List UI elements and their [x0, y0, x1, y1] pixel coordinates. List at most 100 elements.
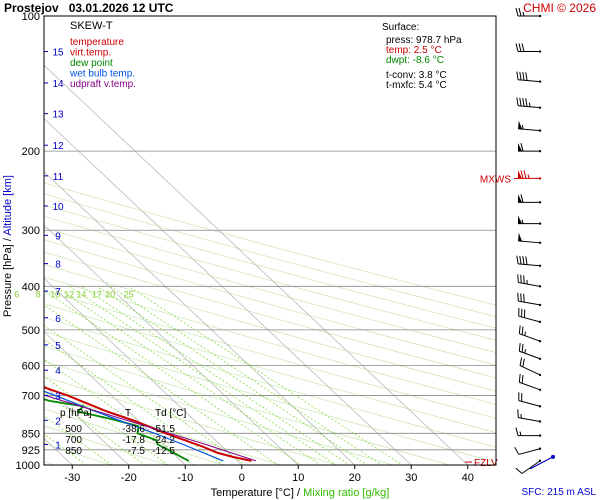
wind-barb-dot	[538, 320, 542, 324]
wind-barb-pennant	[518, 170, 522, 179]
isotherm-line	[44, 277, 243, 465]
wind-barb	[518, 307, 542, 324]
mixing-ratio-line	[44, 339, 225, 465]
mixing-ratio-label: 14	[76, 289, 86, 299]
wind-barb-shaft	[518, 300, 541, 306]
wind-barb-flag	[517, 274, 519, 283]
dry-adiabat-line	[44, 289, 496, 419]
table-header: p [hPa]	[60, 408, 92, 419]
wind-barb-flag	[516, 71, 519, 80]
wind-barb-flag	[518, 343, 521, 352]
x-axis-separator: /	[297, 487, 301, 499]
wind-barb-pennant	[518, 194, 522, 203]
surface-value: t-conv: 3.8 °C	[386, 70, 447, 81]
surface-value: dwpt: -8.6 °C	[386, 55, 444, 66]
wind-barb-flag	[515, 43, 519, 52]
surface-elevation: SFC: 215 m ASL	[521, 487, 596, 498]
altitude-tick-label: 9	[55, 231, 61, 242]
wind-barb-dot	[538, 201, 542, 204]
station-name: Prostejov	[4, 1, 59, 15]
mixing-ratio-label: 20	[105, 289, 115, 299]
wind-barb-flag	[522, 358, 525, 367]
wind-barb-dot	[538, 373, 542, 377]
wind-barb-pennant	[518, 143, 522, 152]
wind-barb	[517, 409, 542, 423]
wind-barb-flag	[523, 275, 525, 284]
wind-barb-pennant	[518, 232, 523, 242]
altitude-tick-label: 5	[55, 341, 61, 352]
mixing-ratio-label: 6	[14, 289, 19, 299]
table-cell: -24.2	[152, 435, 175, 446]
mixing-ratio-line	[44, 304, 279, 465]
wind-barb-flag	[515, 467, 523, 474]
y-axis-label: Pressure [hPa] / Altitude [km]	[2, 156, 14, 336]
altitude-tick-label: 11	[53, 172, 64, 183]
isotherm-line	[44, 331, 186, 465]
dry-adiabat-line	[44, 345, 452, 465]
legend-item: udpraft v.temp.	[70, 79, 136, 90]
pressure-tick-label: 200	[22, 146, 40, 158]
wind-barb-flag	[521, 375, 524, 384]
mixing-ratio-line	[44, 324, 247, 465]
table-cell: -38.6	[122, 424, 145, 435]
wind-barb-dot	[538, 459, 542, 463]
table-cell: 500	[65, 424, 82, 435]
pressure-tick-label: 1000	[16, 460, 40, 472]
wind-barb	[514, 446, 542, 455]
wind-barb-flag	[516, 97, 519, 106]
wind-barb-pennant	[518, 120, 523, 130]
wind-barb-flag	[520, 143, 524, 152]
dry-adiabat-line	[44, 193, 496, 317]
wind-barb	[515, 43, 542, 53]
pressure-tick-label: 600	[22, 360, 40, 372]
wind-barb	[518, 343, 542, 360]
wind-barb	[518, 215, 542, 225]
wind-barb-flag	[520, 274, 522, 284]
fzlv-label: FZLV	[474, 458, 498, 469]
temperature-axis-label: Temperature [°C]	[210, 487, 294, 499]
wind-barb-dot	[538, 303, 542, 307]
wind-barb	[515, 7, 542, 18]
wind-barb-shaft	[521, 460, 541, 474]
wind-barb-shaft	[518, 417, 541, 422]
wind-barb-dot	[538, 447, 542, 450]
wind-barb	[516, 255, 542, 267]
surface-wind-arrow	[529, 456, 554, 470]
wind-barb-dot	[538, 14, 542, 18]
legend-item: temperature	[70, 37, 124, 48]
dry-adiabat-line	[44, 425, 169, 465]
isotherm-line	[44, 117, 412, 465]
wind-barb-flag	[523, 170, 527, 179]
mixing-ratio-label: 12	[64, 289, 74, 299]
wind-barb-shaft	[518, 448, 541, 455]
altitude-tick-label: 2	[55, 416, 61, 427]
dry-adiabat-line	[44, 251, 496, 379]
mixing-ratio-line	[96, 285, 368, 465]
wind-barb-pennant	[518, 215, 522, 224]
wind-barb-half-flag	[521, 124, 524, 130]
wind-barb-dot	[538, 177, 542, 180]
wind-barb-flag	[519, 71, 522, 81]
surface-wind-dot	[551, 454, 555, 459]
dry-adiabat-line	[44, 376, 339, 465]
wind-barb-shaft	[518, 400, 541, 407]
x-tick-label: 40	[462, 472, 474, 484]
legend-item: dew point	[70, 58, 113, 69]
dry-adiabat-line	[44, 276, 496, 405]
pressure-tick-label: 400	[22, 281, 40, 293]
pressure-tick-label: 100	[22, 11, 40, 23]
wind-barb-dot	[538, 357, 542, 360]
x-axis-label: Temperature [°C] / Mixing ratio [g/kg]	[0, 487, 600, 499]
wind-barb-flag	[521, 326, 524, 335]
dry-adiabat-line	[44, 239, 496, 366]
table-cell: -12.5	[152, 446, 175, 457]
legend-item: virt.temp.	[70, 48, 111, 59]
x-tick-label: 30	[405, 472, 417, 484]
wind-barb	[516, 97, 542, 109]
wind-barb-shaft	[519, 350, 541, 360]
pressure-tick-label: 300	[22, 225, 40, 237]
isotherm-line	[44, 64, 469, 465]
wind-barb-flag	[520, 170, 524, 179]
